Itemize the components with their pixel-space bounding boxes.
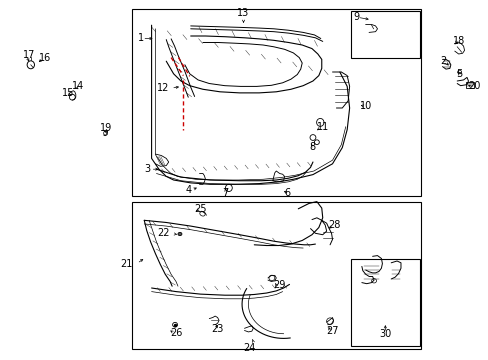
Bar <box>132 9 420 196</box>
Text: 29: 29 <box>272 280 285 290</box>
Text: 25: 25 <box>194 204 207 214</box>
Text: 5: 5 <box>455 69 461 79</box>
Text: 2: 2 <box>439 56 446 66</box>
Text: 21: 21 <box>121 258 133 269</box>
Bar <box>350 11 419 58</box>
Text: 24: 24 <box>243 343 255 353</box>
Text: 22: 22 <box>157 228 170 238</box>
Text: 17: 17 <box>22 50 35 60</box>
Text: 6: 6 <box>284 188 290 198</box>
Text: 27: 27 <box>326 326 339 336</box>
Bar <box>465 82 473 88</box>
Text: 1: 1 <box>138 33 144 43</box>
Ellipse shape <box>178 233 182 236</box>
Text: 13: 13 <box>237 8 249 18</box>
Text: 26: 26 <box>170 328 182 338</box>
Text: 16: 16 <box>39 53 51 63</box>
Bar <box>132 202 420 349</box>
Text: 4: 4 <box>185 185 192 195</box>
Text: 7: 7 <box>222 188 228 198</box>
Text: 8: 8 <box>309 141 315 152</box>
Text: 14: 14 <box>72 81 84 91</box>
Text: 30: 30 <box>378 329 391 339</box>
Text: 12: 12 <box>157 83 169 93</box>
Text: 3: 3 <box>144 164 150 174</box>
Text: 11: 11 <box>316 122 328 132</box>
Text: 20: 20 <box>468 81 480 91</box>
Text: 10: 10 <box>360 101 372 111</box>
Text: 9: 9 <box>353 12 359 22</box>
Text: 18: 18 <box>452 36 464 46</box>
Text: 19: 19 <box>100 123 112 133</box>
Text: 23: 23 <box>211 324 223 334</box>
Text: 15: 15 <box>62 88 74 98</box>
Text: 28: 28 <box>328 220 340 230</box>
Bar <box>350 259 419 346</box>
